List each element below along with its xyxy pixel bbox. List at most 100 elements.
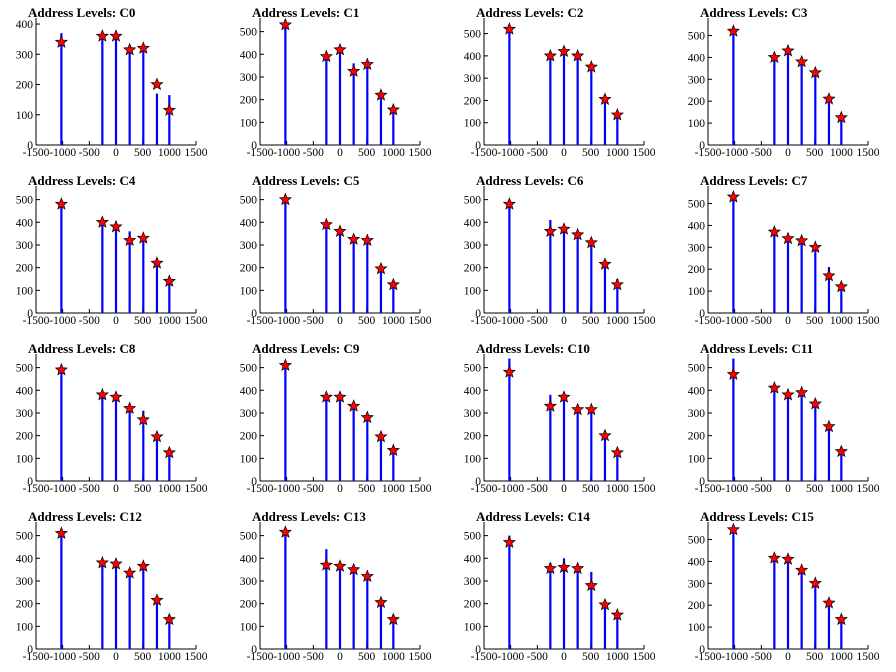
- bar: [352, 235, 355, 313]
- peak-marker: [278, 358, 293, 371]
- y-tick-label: 300: [240, 240, 258, 252]
- peak-marker: [150, 77, 164, 91]
- bar: [142, 565, 145, 649]
- chart-panel: Address Levels: C4 0 100 200 300 400 500 -1500-…: [0, 168, 224, 336]
- bar: [155, 93, 159, 145]
- peak-marker: [584, 235, 598, 249]
- x-tick-label: -1500: [471, 651, 498, 663]
- x-tick-label: 0: [113, 147, 119, 159]
- peak-marker: [822, 419, 836, 433]
- x-tick-label: 1000: [158, 651, 181, 663]
- y-tick-label: 400: [688, 52, 706, 64]
- x-tick-label: -1500: [695, 315, 722, 327]
- peak-marker: [598, 257, 612, 270]
- chart-title: Address Levels: C7: [700, 173, 808, 188]
- bar: [60, 199, 63, 313]
- y-tick-label: 0: [27, 644, 33, 656]
- y-tick-label: 100: [688, 118, 706, 130]
- x-tick-label: 500: [806, 315, 824, 327]
- y-tick-label: 0: [251, 644, 257, 656]
- chart-title: Address Levels: C1: [252, 5, 360, 20]
- x-tick-label: 1000: [382, 147, 405, 159]
- x-tick-label: -500: [79, 483, 100, 495]
- y-tick-label: 100: [240, 117, 258, 129]
- chart-title: Address Levels: C9: [252, 341, 360, 356]
- peak-marker: [781, 387, 795, 401]
- peak-marker: [584, 578, 598, 592]
- peak-marker: [333, 559, 347, 572]
- bar: [603, 601, 607, 649]
- chart-svg: 0 100 200 300 400 500 -1500 -1000 -500 0 500 1000 15…: [464, 354, 656, 495]
- peak-marker: [95, 29, 109, 42]
- x-tick-label: 1000: [606, 147, 629, 159]
- y-tick-label: 300: [688, 578, 706, 590]
- peak-marker: [543, 561, 557, 575]
- bar: [800, 567, 803, 649]
- chart-svg: 0 100 200 300 400 500 -1500 -1000 -500 0 500 1000 15…: [16, 186, 208, 327]
- peak-marker: [557, 390, 571, 403]
- y-tick-label: 400: [240, 553, 258, 565]
- peak-marker: [333, 224, 347, 237]
- x-tick-label: 1500: [185, 483, 208, 495]
- y-tick-label: 300: [16, 576, 34, 588]
- bar: [827, 600, 831, 649]
- chart-svg: 0 100 200 300 400 500 -1500 -1000 -500 0 500 1000 15…: [464, 522, 656, 663]
- x-tick-label: -1500: [695, 651, 722, 663]
- bar: [800, 59, 803, 145]
- peak-marker: [333, 390, 347, 403]
- bar: [392, 108, 395, 145]
- y-tick-label: 0: [251, 476, 257, 488]
- chart-title: Address Levels: C6: [476, 173, 584, 188]
- peak-marker: [386, 277, 400, 291]
- peak-marker: [123, 42, 137, 56]
- x-tick-label: -1000: [497, 147, 524, 159]
- bar: [325, 54, 328, 145]
- x-tick-label: -1500: [247, 147, 274, 159]
- chart-title: Address Levels: C4: [28, 173, 136, 188]
- bar: [168, 618, 171, 649]
- x-tick-label: 1500: [409, 315, 432, 327]
- bar: [168, 278, 171, 313]
- bar: [128, 231, 131, 313]
- bar: [508, 358, 511, 481]
- y-tick-label: 500: [688, 31, 706, 43]
- y-tick-label: 300: [688, 74, 706, 86]
- bar: [562, 46, 566, 145]
- bar: [773, 229, 776, 313]
- bar: [576, 231, 579, 313]
- y-tick-label: 300: [240, 72, 258, 84]
- peak-marker: [386, 443, 400, 457]
- x-tick-label: 500: [134, 315, 152, 327]
- bar: [840, 114, 843, 145]
- bar: [366, 412, 369, 481]
- x-tick-label: 0: [113, 315, 119, 327]
- chart-svg: 0 100 200 300 400 500 -1500 -1000 -500 0 500 1000 15…: [464, 186, 656, 327]
- x-tick-label: 0: [785, 483, 791, 495]
- y-tick-label: 200: [688, 431, 706, 443]
- peak-marker: [808, 396, 822, 410]
- x-tick-label: 500: [806, 147, 824, 159]
- bar: [352, 403, 355, 481]
- peak-marker: [360, 410, 374, 424]
- bar: [549, 220, 552, 313]
- bar: [168, 450, 171, 481]
- peak-marker: [54, 362, 69, 376]
- x-tick-label: -1500: [247, 483, 274, 495]
- peak-marker: [726, 367, 741, 381]
- y-tick-label: 500: [464, 195, 482, 207]
- y-tick-label: 400: [464, 553, 482, 565]
- x-tick-label: -1000: [49, 147, 76, 159]
- peak-marker: [333, 42, 347, 56]
- chart-title: Address Levels: C12: [28, 509, 142, 524]
- x-tick-label: -500: [751, 147, 772, 159]
- chart-title: Address Levels: C11: [700, 341, 814, 356]
- x-tick-label: -500: [79, 651, 100, 663]
- x-tick-label: -500: [303, 651, 324, 663]
- y-tick-label: 100: [464, 118, 482, 130]
- bar: [616, 612, 619, 649]
- y-tick-label: 0: [27, 140, 33, 152]
- y-tick-label: 100: [16, 453, 34, 465]
- x-tick-label: -500: [751, 483, 772, 495]
- chart-svg: 0 100 200 300 400 500 -1500 -1000 -500 0 500 1000 15…: [16, 522, 208, 663]
- y-tick-label: 400: [240, 49, 258, 61]
